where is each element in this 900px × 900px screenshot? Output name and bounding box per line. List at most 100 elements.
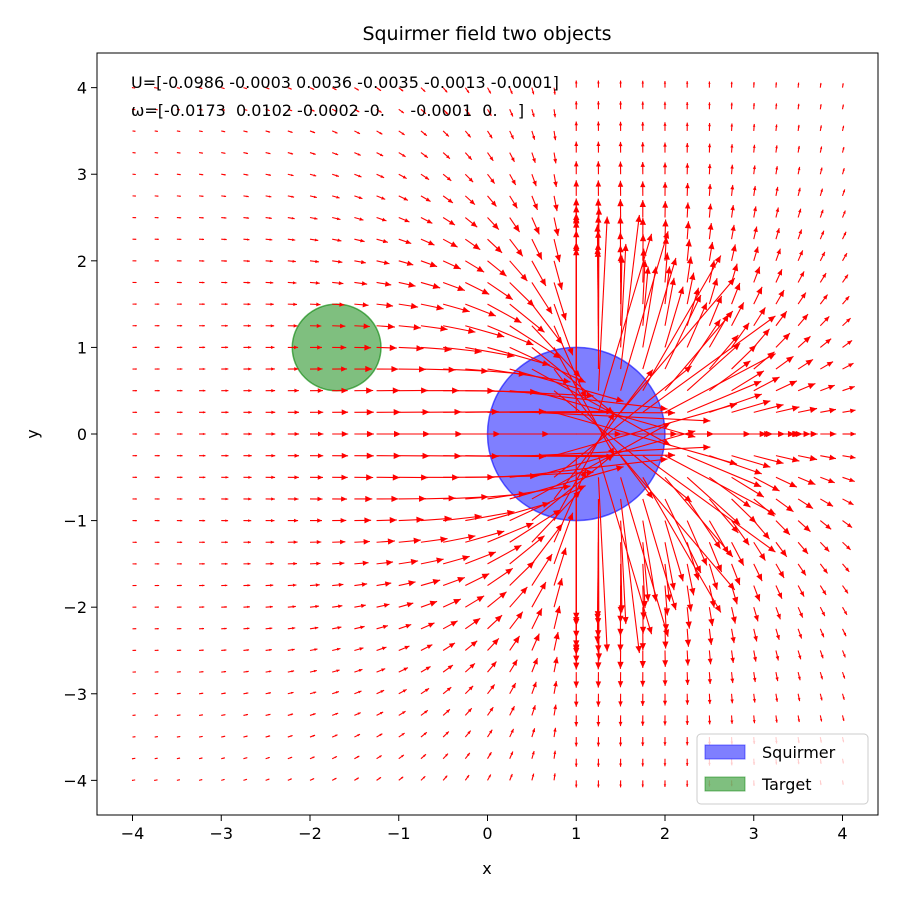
field-arrow (798, 406, 818, 413)
field-arrow (553, 390, 692, 503)
field-arrow (464, 707, 473, 716)
field-arrow (354, 108, 360, 113)
field-arrow (797, 229, 803, 240)
field-arrow (553, 152, 558, 164)
field-arrow (619, 780, 622, 788)
field-arrow (221, 324, 228, 327)
field-arrow (464, 662, 476, 673)
field-arrow (553, 773, 556, 781)
field-arrow (842, 295, 850, 305)
field-arrow (775, 628, 780, 641)
field-arrow (640, 248, 647, 283)
field-arrow (573, 161, 579, 175)
field-arrow (775, 103, 778, 110)
field-arrow (819, 209, 824, 218)
field-arrow (420, 238, 435, 246)
field-arrow (132, 628, 137, 630)
y-tick-label: 2 (77, 252, 87, 271)
field-arrow (531, 130, 536, 140)
field-arrow (398, 623, 412, 630)
field-arrow (464, 152, 473, 161)
field-arrow (243, 692, 249, 695)
field-arrow (553, 195, 559, 212)
field-arrow (309, 756, 315, 760)
field-arrow (376, 173, 385, 179)
field-arrow (376, 603, 390, 608)
field-arrow (243, 540, 251, 544)
field-arrow (376, 260, 390, 265)
field-arrow (775, 332, 791, 348)
field-arrow (753, 206, 758, 218)
field-arrow (819, 104, 822, 110)
field-arrow (730, 628, 736, 644)
field-arrow (442, 555, 470, 565)
field-arrow (731, 563, 741, 586)
field-arrow (132, 541, 137, 544)
field-arrow (842, 585, 849, 594)
field-arrow (420, 709, 429, 716)
field-arrow (797, 124, 800, 132)
field-arrow (376, 195, 386, 200)
field-arrow (595, 672, 602, 688)
field-arrow (597, 477, 611, 652)
field-arrow (243, 649, 250, 652)
field-arrow (131, 757, 136, 760)
field-arrow (287, 605, 296, 609)
field-arrow (753, 266, 761, 283)
field-arrow (686, 342, 741, 392)
x-tick-label: 4 (837, 824, 847, 843)
field-arrow (265, 713, 271, 716)
field-arrow (132, 649, 137, 652)
field-arrow (841, 650, 846, 658)
field-arrow (685, 607, 692, 629)
field-arrow (442, 260, 462, 270)
field-arrow (618, 693, 623, 707)
field-arrow (354, 281, 368, 286)
field-arrow (775, 585, 783, 600)
field-arrow (775, 380, 798, 392)
field-arrow (531, 581, 547, 608)
field-arrow (775, 672, 779, 682)
field-arrow (154, 411, 160, 414)
field-arrow (842, 476, 855, 483)
field-arrow (221, 259, 228, 263)
field-arrow (154, 606, 159, 608)
field-arrow (265, 195, 272, 198)
field-arrow (684, 221, 692, 240)
field-arrow (198, 130, 203, 133)
field-arrow (132, 584, 137, 587)
field-arrow (620, 243, 629, 348)
field-arrow (487, 661, 497, 673)
field-arrow (309, 108, 315, 112)
field-arrow (221, 130, 226, 133)
field-arrow (707, 628, 714, 645)
field-arrow (553, 512, 574, 565)
field-arrow (819, 315, 830, 327)
field-arrow (354, 409, 374, 416)
field-arrow (819, 125, 822, 132)
field-arrow (154, 368, 160, 370)
field-arrow (199, 238, 205, 241)
field-arrow (730, 607, 737, 624)
field-arrow (376, 365, 399, 373)
field-arrow (487, 325, 534, 346)
field-arrow (509, 635, 521, 651)
field-arrow (684, 628, 692, 647)
field-arrow (730, 224, 736, 240)
field-arrow (531, 152, 536, 163)
field-arrow (243, 130, 248, 133)
field-arrow (752, 81, 755, 88)
field-arrow (132, 692, 136, 695)
field-arrow (709, 476, 751, 508)
field-arrow (753, 376, 780, 392)
field-arrow (842, 541, 852, 551)
field-arrow (154, 757, 158, 760)
field-arrow (730, 164, 734, 175)
field-arrow (309, 583, 320, 587)
field-arrow (752, 144, 756, 153)
field-arrow (376, 87, 382, 92)
field-arrow (154, 130, 158, 132)
field-arrow (132, 195, 136, 197)
field-arrow (265, 281, 274, 285)
field-arrow (731, 520, 750, 546)
